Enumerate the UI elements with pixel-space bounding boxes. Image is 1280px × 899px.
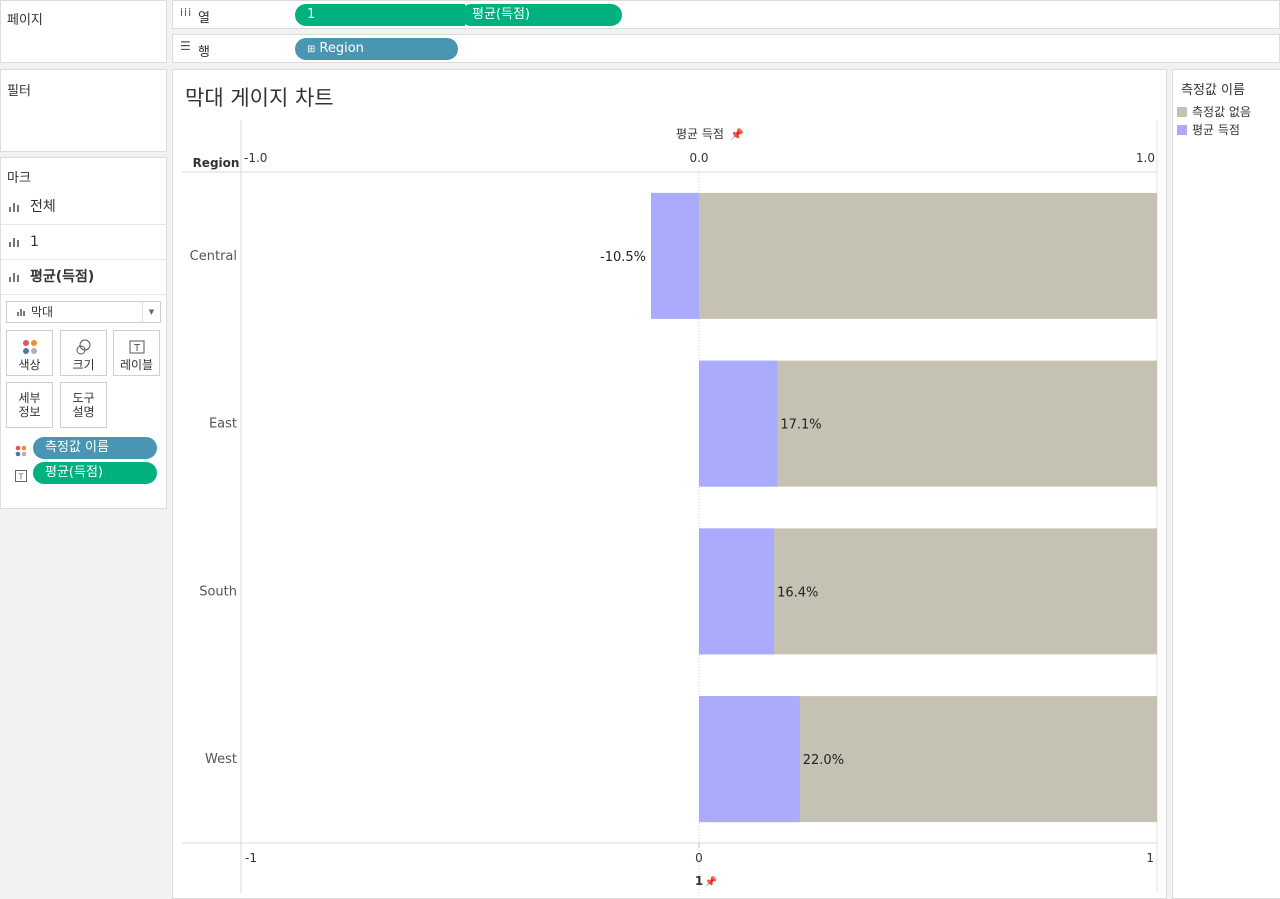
legend-label-avg-score: 평균 득점 [1192,123,1240,137]
marks-card: 마크 전체 1 평균(득점) 막대 ▼ 색상 크기 T 레이블 세부 정보 도구… [0,157,167,509]
color-button-label: 색상 [18,358,41,372]
rows-label: 행 [198,45,210,60]
svg-text:T: T [132,343,140,354]
region-header: Region [193,156,240,170]
bar-chart-icon [9,237,20,247]
row-pill-region[interactable]: ⊞ Region [295,38,458,60]
chevron-down-icon: ▼ [142,302,160,322]
data-label: 22.0% [803,753,844,768]
bar-chart-icon [17,309,26,316]
detail-button-label-2: 정보 [18,405,41,419]
legend-item-no-measure[interactable]: 측정값 없음 [1177,103,1251,120]
rows-icon: ☰ [180,39,191,53]
score-bar [699,696,800,823]
marks-label: 마크 [7,171,31,186]
top-axis-tick: -1.0 [244,151,267,165]
color-field-icon [15,442,27,461]
size-button-label: 크기 [72,358,95,372]
rows-shelf[interactable]: ☰ 행 ⊞ Region [172,34,1280,63]
mark-type-dropdown[interactable]: 막대 ▼ [6,301,161,323]
marks-tab-avg-score[interactable]: 평균(득점) [1,260,167,295]
legend-item-avg-score[interactable]: 평균 득점 [1177,121,1240,138]
legend-swatch-avg-score [1177,125,1187,135]
measure-names-field-pill[interactable]: 측정값 이름 [33,437,157,459]
top-axis-tick: 0.0 [689,151,708,165]
columns-label: 열 [198,11,210,26]
gauge-background-bar [699,528,1157,655]
marks-tab-1[interactable]: 1 [1,225,167,260]
gauge-background-bar [699,192,1157,319]
color-button[interactable]: 색상 [6,330,53,376]
tooltip-button-label-2: 설명 [72,405,95,419]
detail-button-label-1: 세부 [18,391,41,405]
expand-plus-icon: ⊞ [307,44,316,55]
tooltip-button-label-1: 도구 [72,391,95,405]
legend-panel: 측정값 이름 측정값 없음 평균 득점 [1172,69,1280,899]
top-axis-title: 평균 득점 [676,127,724,141]
row-pill-region-label: Region [319,41,364,56]
label-button[interactable]: T 레이블 [113,330,160,376]
tooltip-button[interactable]: 도구 설명 [60,382,107,428]
pages-label: 페이지 [7,13,43,28]
marks-tab-avg-score-label: 평균(득점) [30,269,95,285]
top-axis-tick: 1.0 [1136,151,1155,165]
column-pill-1[interactable]: 1 [295,4,465,26]
legend-label-no-measure: 측정값 없음 [1192,105,1252,119]
text-label-icon: T [114,336,159,358]
bottom-axis-title: 1 [695,874,703,888]
pin-icon: 📌 [730,127,744,141]
svg-text:T: T [18,473,24,482]
columns-icon: iii [180,6,193,19]
row-label: South [199,584,237,599]
row-label: East [209,417,237,432]
pages-shelf[interactable]: 페이지 [0,0,167,63]
pin-icon: 📌 [705,875,718,888]
size-circles-icon [61,336,106,358]
label-field-icon: T [15,467,27,486]
label-button-label: 레이블 [119,358,154,372]
marks-tab-all-label: 전체 [30,199,56,215]
score-bar [699,360,778,487]
column-pill-avg-score[interactable]: 평균(득점) [460,4,622,26]
score-bar [651,192,699,319]
columns-shelf[interactable]: iii 열 1 평균(득점) [172,0,1280,29]
filters-shelf[interactable]: 필터 [0,69,167,152]
data-label: -10.5% [600,250,646,265]
bar-chart-icon [9,272,20,282]
bottom-axis-tick: 1 [1146,851,1154,865]
avg-score-field-pill[interactable]: 평균(득점) [33,462,157,484]
marks-tab-1-label: 1 [30,234,39,250]
score-bar [699,528,775,655]
row-label: Central [190,249,237,264]
legend-swatch-no-measure [1177,107,1187,117]
data-label: 16.4% [777,585,818,600]
row-label: West [205,752,237,767]
color-dots-icon [7,336,52,358]
mark-type-value: 막대 [31,305,54,319]
filters-label: 필터 [7,84,31,99]
detail-button[interactable]: 세부 정보 [6,382,53,428]
bottom-axis-tick: 0 [695,851,703,865]
size-button[interactable]: 크기 [60,330,107,376]
legend-title: 측정값 이름 [1181,83,1245,98]
marks-tab-all[interactable]: 전체 [1,190,167,225]
bar-chart-icon [9,202,20,212]
bottom-axis-tick: -1 [245,851,257,865]
view-title: 막대 게이지 차트 [185,86,334,110]
data-label: 17.1% [780,418,821,433]
